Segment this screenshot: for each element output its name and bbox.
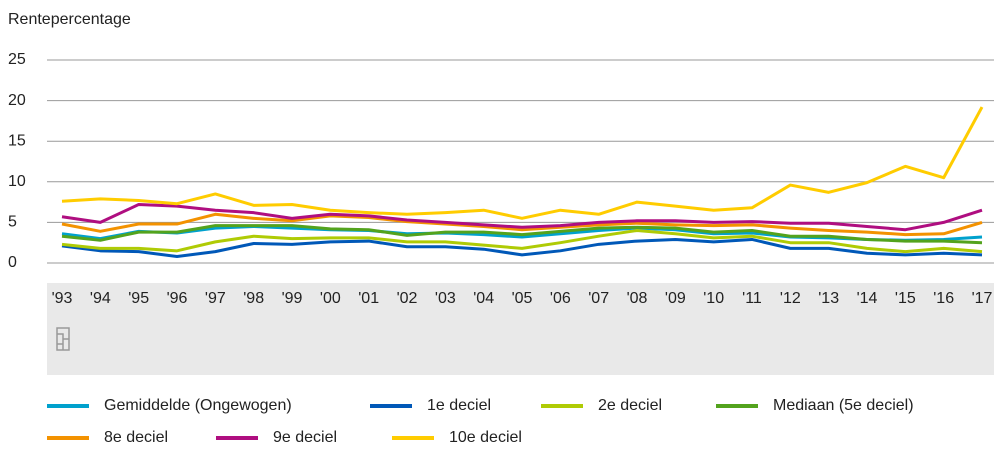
x-tick-label: '98: [243, 290, 264, 307]
x-tick-label: '01: [358, 290, 379, 307]
series-line: [61, 212, 983, 237]
series-line: [61, 106, 984, 220]
legend-label: Gemiddelde (Ongewogen): [104, 397, 292, 414]
axis-band: [47, 283, 994, 375]
x-tick-label: '95: [128, 290, 149, 307]
x-tick-label: '08: [627, 290, 648, 307]
x-tick-label: '14: [857, 290, 878, 307]
y-tick-label: 10: [8, 173, 26, 190]
x-tick-label: '03: [435, 290, 456, 307]
legend-label: 9e deciel: [273, 429, 337, 446]
series-line: [61, 229, 983, 254]
x-tick-label: '07: [588, 290, 609, 307]
x-tick-label: '17: [972, 290, 993, 307]
y-tick-label: 25: [8, 51, 26, 68]
x-tick-label: '12: [780, 290, 801, 307]
series-line: [61, 224, 983, 245]
legend-label: Mediaan (5e deciel): [773, 397, 914, 414]
x-tick-label: '16: [933, 290, 954, 307]
y-tick-label: 0: [8, 254, 17, 271]
x-tick-label: '05: [512, 290, 533, 307]
legend-label: 2e deciel: [598, 397, 662, 414]
x-tick-label: '09: [665, 290, 686, 307]
y-tick-label: 15: [8, 132, 26, 149]
legend-label: 1e deciel: [427, 397, 491, 414]
x-tick-label: '06: [550, 290, 571, 307]
x-tick-label: '11: [742, 290, 762, 307]
cbs-logo: [56, 327, 70, 351]
y-tick-label: 20: [8, 92, 26, 109]
series-line: [61, 237, 983, 259]
y-tick-label: 5: [8, 214, 17, 231]
x-tick-label: '15: [895, 290, 916, 307]
x-tick-label: '02: [397, 290, 418, 307]
x-tick-label: '04: [473, 290, 494, 307]
x-tick-label: '93: [52, 290, 73, 307]
x-tick-label: '13: [818, 290, 839, 307]
x-tick-label: '00: [320, 290, 341, 307]
series-line: [61, 203, 983, 232]
x-tick-label: '94: [90, 290, 111, 307]
x-tick-label: '96: [167, 290, 188, 307]
x-tick-label: '99: [282, 290, 303, 307]
y-axis-title: Rentepercentage: [8, 11, 131, 28]
legend-label: 10e deciel: [449, 429, 522, 446]
legend-label: 8e deciel: [104, 429, 168, 446]
x-tick-label: '97: [205, 290, 226, 307]
x-tick-label: '10: [703, 290, 724, 307]
series-line: [61, 224, 983, 242]
